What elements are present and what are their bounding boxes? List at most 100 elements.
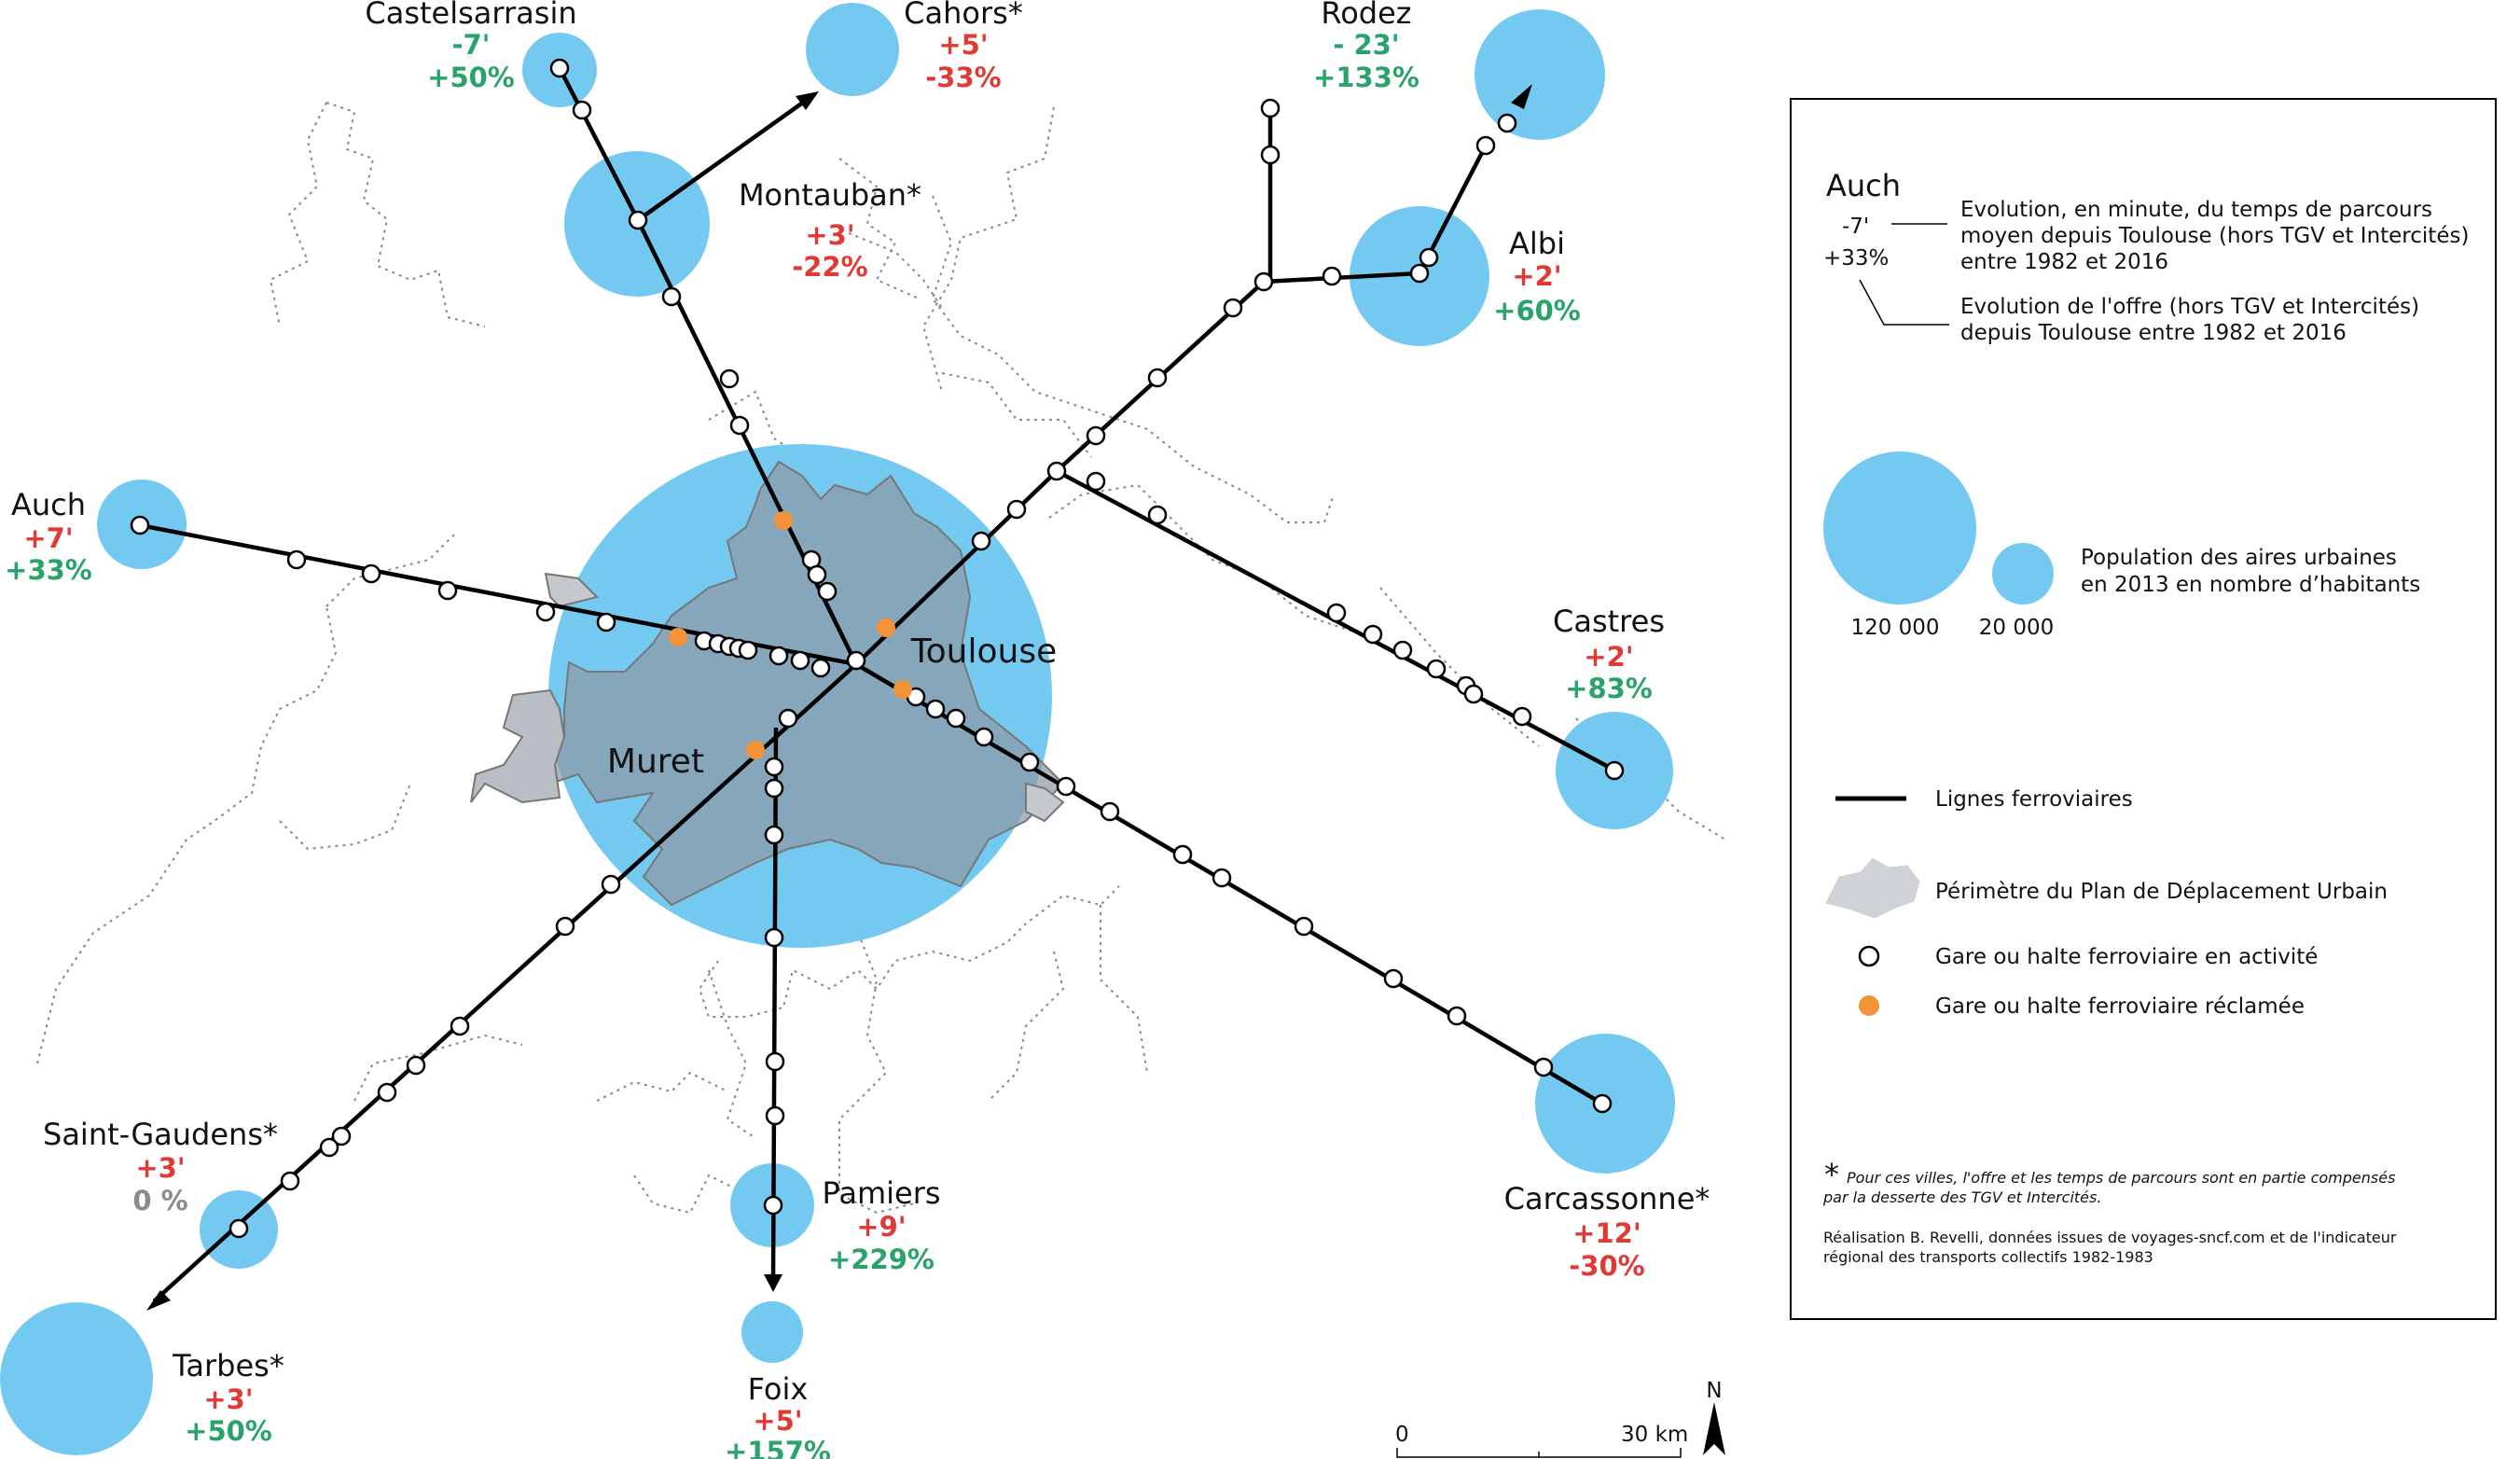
- circle-tarbes: [0, 1302, 153, 1455]
- north-arrow-icon: [1703, 1402, 1725, 1455]
- station: [228, 1218, 249, 1239]
- station: [1056, 776, 1076, 797]
- city-offer: +157%: [725, 1436, 831, 1459]
- station: [778, 708, 798, 729]
- city-time: +3': [135, 1152, 185, 1184]
- city-name: Rodez: [1321, 0, 1411, 31]
- station: [1419, 247, 1439, 268]
- legend-example-time: -7': [1842, 215, 1869, 239]
- station: [361, 563, 381, 584]
- legend-offer-desc: Evolution de l'offre (hors TGV et Interc…: [1960, 295, 2419, 319]
- city-offer: +33%: [5, 554, 92, 586]
- city-offer: -33%: [925, 62, 1001, 93]
- pdu-perimeter: [549, 460, 1065, 907]
- pdu-perimeter-west: [544, 572, 599, 608]
- legend-pdu-label: Périmètre du Plan de Déplacement Urbain: [1935, 880, 2388, 904]
- city-time: +9': [856, 1211, 906, 1243]
- station: [764, 927, 784, 948]
- scale-bar: 0 30 km: [1395, 1423, 1688, 1458]
- claimed-station: [893, 680, 912, 699]
- city-name: Albi: [1509, 226, 1565, 261]
- city-time: +12': [1572, 1217, 1641, 1249]
- station: [846, 650, 866, 671]
- city-offer: 0 %: [132, 1185, 187, 1216]
- station: [1086, 425, 1106, 446]
- legend-credits: Réalisation B. Revelli, données issues d…: [1823, 1229, 2397, 1246]
- scale-start: 0: [1395, 1423, 1409, 1447]
- station: [549, 58, 570, 78]
- city-name: Castelsarrasin: [365, 0, 576, 31]
- city-time: +7': [23, 522, 73, 554]
- station: [1019, 752, 1040, 772]
- city-time: +3': [203, 1383, 253, 1415]
- city-time: - 23': [1333, 29, 1399, 61]
- city-name: Tarbes*: [172, 1348, 284, 1383]
- station: [437, 580, 458, 601]
- station: [1086, 471, 1106, 492]
- station: [1512, 706, 1532, 727]
- station: [764, 757, 784, 777]
- city-offer: +133%: [1313, 62, 1419, 93]
- station: [763, 1195, 783, 1216]
- arrow-cahors: [796, 91, 819, 110]
- station: [1326, 603, 1347, 623]
- claimed-station: [669, 628, 687, 646]
- station: [1497, 113, 1517, 133]
- station: [810, 658, 831, 678]
- city-name: Castres: [1553, 604, 1665, 639]
- station: [1533, 1057, 1554, 1077]
- station: [1322, 266, 1342, 286]
- station: [765, 1105, 785, 1126]
- station: [946, 708, 966, 729]
- pdu-perimeter-outer: [470, 688, 566, 804]
- city-name-muret: Muret: [607, 743, 704, 781]
- station: [450, 1016, 470, 1036]
- station: [1604, 760, 1625, 781]
- city-name-toulouse: Toulouse: [910, 632, 1057, 671]
- legend-offer-desc: depuis Toulouse entre 1982 et 2016: [1960, 321, 2347, 345]
- station: [130, 515, 150, 535]
- city-time: -7': [451, 29, 490, 61]
- legend-example-offer: +33%: [1823, 246, 1889, 271]
- station: [286, 549, 307, 570]
- legend-time-desc: moyen depuis Toulouse (hors TGV et Inter…: [1960, 224, 2469, 248]
- scale-end: 30 km: [1621, 1423, 1688, 1447]
- circle-foix: [741, 1301, 803, 1363]
- legend-claimed-station-label: Gare ou halte ferroviaire réclamée: [1935, 994, 2305, 1019]
- legend-population-big: [1823, 452, 1976, 604]
- station: [1260, 98, 1281, 118]
- station: [971, 531, 991, 551]
- station: [1363, 624, 1383, 645]
- city-time: +2': [1512, 260, 1561, 292]
- station: [377, 1082, 397, 1103]
- legend-population-small-label: 20 000: [1979, 616, 2054, 640]
- station: [628, 210, 648, 230]
- legend-pdu-sample: [1825, 857, 1920, 919]
- station: [601, 874, 621, 895]
- legend-box: [1790, 98, 2497, 1320]
- station: [974, 727, 994, 747]
- station: [768, 646, 789, 666]
- claimed-station: [877, 618, 895, 637]
- legend-credits: régional des transports collectifs 1982-…: [1823, 1248, 2153, 1266]
- arrowheads: [146, 84, 1532, 1311]
- station: [817, 581, 838, 602]
- population-circles: [0, 3, 1675, 1455]
- legend: Auch -7' +33% Evolution, en minute, du t…: [1790, 98, 2497, 1320]
- station: [1463, 684, 1484, 704]
- station: [1212, 868, 1232, 888]
- station: [406, 1055, 426, 1076]
- legend-population-desc: Population des aires urbaines: [2081, 546, 2397, 570]
- station: [661, 286, 682, 307]
- city-name: Montauban*: [739, 177, 921, 213]
- pdu-perimeter-east: [1025, 782, 1065, 823]
- legend-active-station-label: Gare ou halte ferroviaire en activité: [1935, 945, 2318, 969]
- station: [1253, 271, 1274, 292]
- station: [555, 916, 575, 937]
- city-offer: +50%: [427, 62, 515, 93]
- city-time: +2': [1584, 641, 1633, 673]
- circle-cahors: [806, 3, 899, 96]
- station: [280, 1171, 300, 1191]
- city-name: Pamiers: [822, 1175, 940, 1211]
